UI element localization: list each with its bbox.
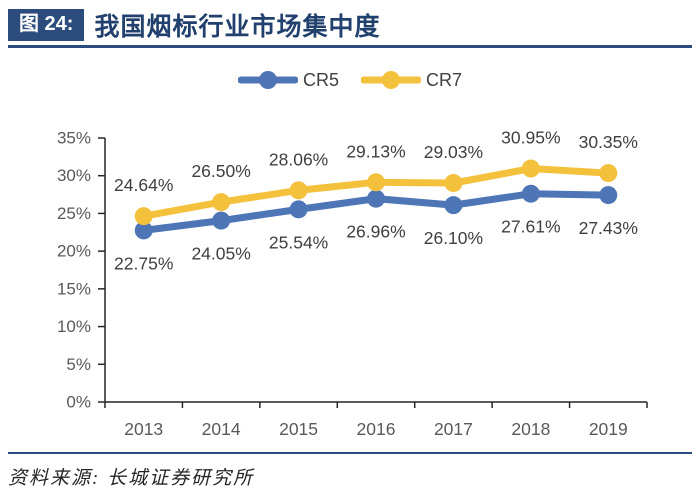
data-point-cr7: [521, 159, 540, 178]
data-label-cr7: 30.95%: [501, 128, 560, 148]
y-tick-label: 30%: [57, 166, 91, 185]
data-label-cr5: 24.05%: [191, 244, 250, 264]
x-tick-label: 2018: [511, 419, 550, 439]
x-tick-label: 2017: [434, 419, 473, 439]
figure-header: 图 24: 我国烟标行业市场集中度: [8, 7, 692, 43]
data-label-cr5: 22.75%: [114, 253, 173, 273]
data-point-cr7: [367, 173, 385, 192]
data-label-cr5: 27.43%: [579, 218, 638, 238]
y-tick-label: 5%: [66, 355, 91, 374]
legend-label: CR7: [426, 69, 463, 90]
data-point-cr5: [212, 211, 231, 230]
legend-marker-cr5: [237, 71, 298, 89]
data-point-cr7: [289, 181, 308, 200]
data-label-cr7: 26.50%: [191, 161, 250, 181]
legend-label: CR5: [302, 69, 339, 90]
data-label-cr7: 29.13%: [346, 141, 405, 161]
data-label-cr5: 26.10%: [424, 228, 483, 248]
data-point-cr7: [134, 207, 153, 226]
source-note: 资料来源: 长城证券研究所: [8, 468, 255, 489]
footer-divider: [8, 452, 692, 454]
y-tick-label: 0%: [66, 393, 91, 412]
data-label-cr5: 26.96%: [346, 222, 405, 242]
line-chart: 0% 5% 10% 15% 20% 25% 30% 35% 2013 2014 2015 2016 20…: [57, 128, 648, 439]
x-tick-label: 2015: [279, 419, 318, 439]
legend-item-cr7: CR7: [361, 70, 462, 91]
y-tick-label: 25%: [57, 204, 91, 223]
x-tick-label: 2014: [202, 419, 241, 439]
y-tick-label: 15%: [57, 279, 91, 298]
header-divider: [8, 45, 692, 48]
y-tick-label: 35%: [57, 129, 91, 148]
data-label-cr7: 30.35%: [579, 132, 638, 152]
y-tick-label: 10%: [57, 317, 91, 336]
data-point-cr7: [444, 174, 463, 193]
data-point-cr7: [599, 164, 618, 183]
x-tick-label: 2016: [357, 419, 396, 439]
figure-title: 我国烟标行业市场集中度: [94, 13, 381, 41]
legend-marker-cr7: [361, 71, 421, 89]
y-tick-label: 20%: [57, 242, 91, 261]
data-point-cr5: [444, 196, 463, 215]
data-label-cr5: 25.54%: [269, 232, 328, 252]
x-tick-label: 2013: [124, 419, 163, 439]
data-label-cr7: 29.03%: [424, 142, 483, 162]
data-point-cr7: [212, 193, 231, 212]
chart-legend: CR5 CR7: [8, 68, 692, 92]
legend-item-cr5: CR5: [237, 69, 339, 91]
data-point-cr5: [367, 189, 385, 208]
data-point-cr5: [289, 200, 308, 219]
data-label-cr7: 24.64%: [114, 175, 173, 195]
data-point-cr5: [599, 186, 618, 205]
data-point-cr5: [134, 221, 153, 240]
figure-number-badge: 图 24:: [8, 9, 85, 41]
data-point-cr5: [521, 184, 540, 203]
x-tick-label: 2019: [589, 419, 628, 439]
data-label-cr7: 28.06%: [269, 149, 328, 169]
data-label-cr5: 27.61%: [501, 217, 560, 237]
